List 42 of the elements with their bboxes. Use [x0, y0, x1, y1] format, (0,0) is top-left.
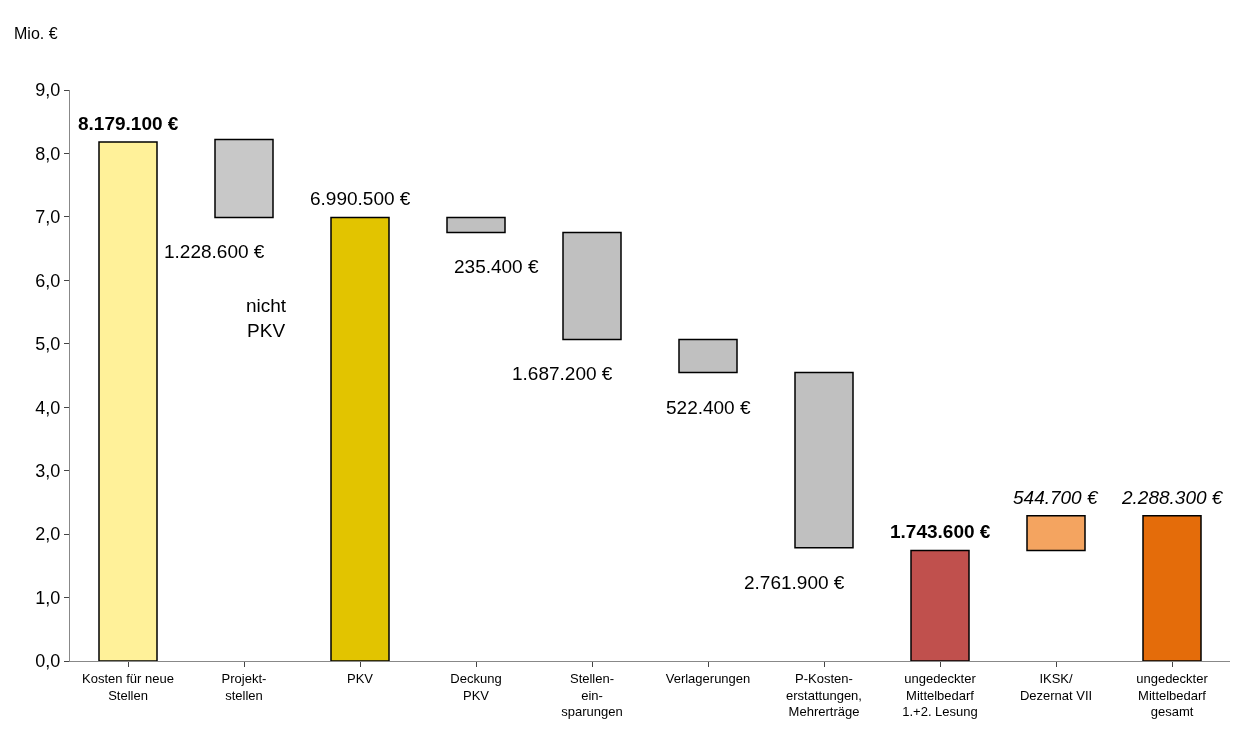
x-tick-label: PKV: [346, 670, 374, 686]
bar: [330, 216, 390, 661]
bar: [794, 371, 854, 549]
x-tick-label: ungedeckter Mittelbedarf 1.+2. Lesung: [902, 670, 978, 720]
annotation: 522.400 €: [666, 397, 751, 418]
x-tick-label: IKSK/ Dezernat VII: [1019, 670, 1093, 703]
bar: [1142, 515, 1202, 661]
bar: [98, 141, 158, 661]
x-tick-label: Projekt- stellen: [221, 670, 267, 703]
y-tick-label: 9,0: [35, 80, 61, 101]
bar: [910, 549, 970, 661]
annotation: 2.761.900 €: [744, 572, 845, 593]
y-tick-label: 1,0: [35, 587, 61, 608]
y-tick-label: 3,0: [35, 460, 61, 481]
annotation: 6.990.500 €: [310, 188, 411, 209]
x-tick-label: Stellen- ein- sparungen: [561, 670, 623, 720]
annotation: nicht PKV: [246, 295, 287, 341]
x-tick-label: P-Kosten- erstattungen, Mehrerträge: [786, 670, 862, 720]
y-tick-label: 4,0: [35, 397, 61, 418]
x-tick-label: Kosten für neue Stellen: [82, 670, 174, 703]
y-tick-label: 2,0: [35, 524, 61, 545]
bar: [562, 231, 622, 341]
annotation: 8.179.100 €: [78, 113, 179, 134]
annotation: 235.400 €: [454, 256, 539, 277]
annotation: 1.743.600 €: [890, 521, 991, 542]
bar: [446, 216, 506, 234]
x-tick-label: Deckung PKV: [450, 670, 502, 703]
y-tick-label: 8,0: [35, 143, 61, 164]
y-axis-title: Mio. €: [14, 25, 58, 42]
annotation: 544.700 €: [1013, 487, 1099, 508]
annotation: 1.228.600 €: [164, 241, 265, 262]
annotation: 1.687.200 €: [512, 363, 613, 384]
bar: [1026, 515, 1086, 552]
y-tick-label: 6,0: [35, 270, 61, 291]
x-tick-label: Verlagerungen: [665, 670, 751, 686]
bar: [214, 138, 274, 219]
annotation: 2.288.300 €: [1121, 487, 1224, 508]
bar: [678, 338, 738, 374]
x-tick-label: ungedeckter Mittelbedarf gesamt: [1136, 670, 1209, 720]
y-tick-label: 5,0: [35, 334, 61, 355]
y-tick-label: 0,0: [35, 651, 61, 672]
y-tick-label: 7,0: [35, 207, 61, 228]
